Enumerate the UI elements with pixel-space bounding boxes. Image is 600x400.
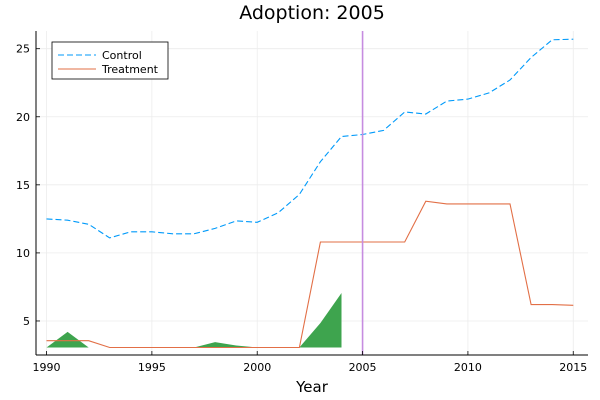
y-tick-label-25: 25 <box>16 43 30 56</box>
x-tick-label-2010: 2010 <box>454 361 482 374</box>
treatment-band-layer <box>46 293 342 348</box>
grid-lines <box>36 31 588 355</box>
x-tick-label-1990: 1990 <box>33 361 61 374</box>
axes <box>35 31 588 356</box>
treatment-band-area <box>46 293 342 348</box>
x-tick-label-1995: 1995 <box>138 361 166 374</box>
y-tick-label-10: 10 <box>16 247 30 260</box>
series-line-treatment <box>46 200 574 349</box>
series-layer <box>46 38 574 349</box>
y-tick-label-15: 15 <box>16 179 30 192</box>
legend-box <box>51 41 169 80</box>
legend-label-treatment: Treatment <box>101 63 159 76</box>
y-tick-label-20: 20 <box>16 111 30 124</box>
x-tick-label-2005: 2005 <box>349 361 377 374</box>
tick-labels: 1990 1995 2000 2005 2010 2015 5 10 15 20 25 <box>16 43 587 374</box>
legend-label-control: Control <box>102 49 142 62</box>
series-line-control <box>46 38 574 239</box>
chart-title: Adoption: 2005 <box>239 2 385 24</box>
x-tick-label-2015: 2015 <box>559 361 587 374</box>
y-tick-label-5: 5 <box>23 315 30 328</box>
x-tick-label-2000: 2000 <box>243 361 271 374</box>
x-axis-label: Year <box>295 378 329 396</box>
